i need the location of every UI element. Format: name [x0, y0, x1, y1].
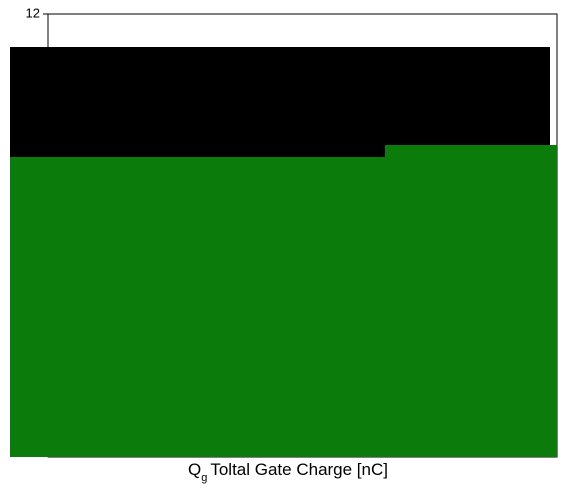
occluding-block — [10, 47, 550, 157]
x-axis-label-symbol: Q — [188, 460, 201, 479]
y-tick-label: 12 — [26, 5, 40, 20]
x-axis-label: Qg Toltal Gate Charge [nC] — [188, 460, 388, 484]
x-axis-label-text: Toltal Gate Charge [nC] — [210, 460, 388, 479]
occluding-block — [10, 145, 557, 457]
x-axis-label-subscript: g — [201, 472, 207, 484]
